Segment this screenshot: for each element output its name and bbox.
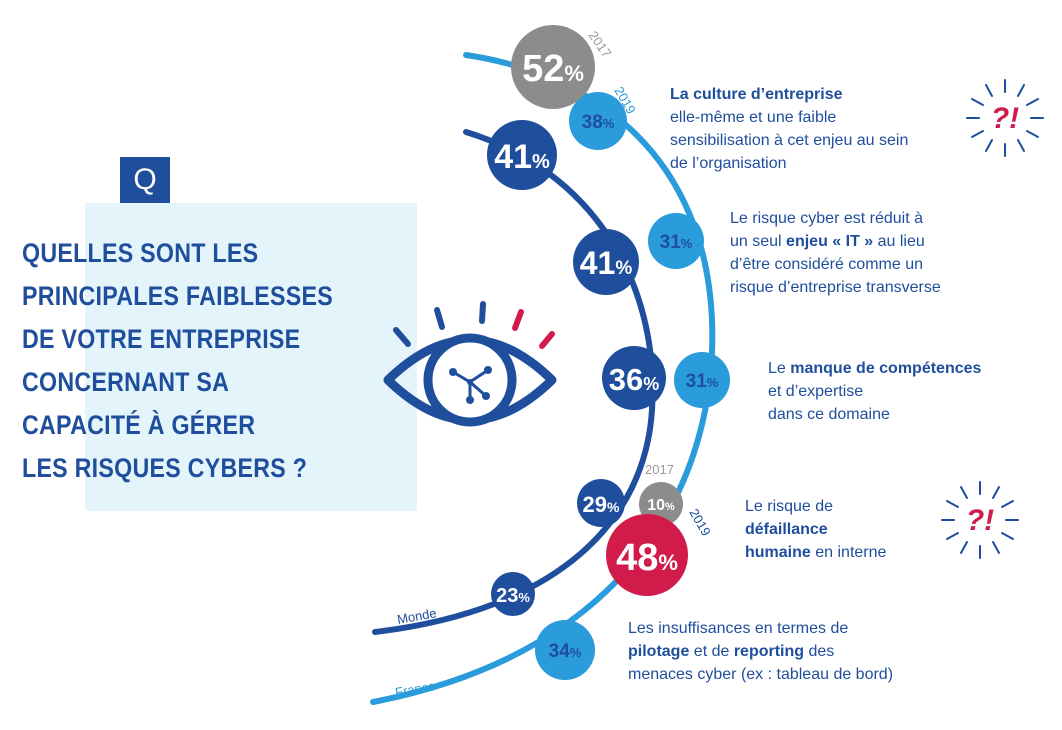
svg-text:?!: ?!: [991, 102, 1019, 135]
france-stat-1-2017-value: 52%: [522, 48, 584, 90]
item-label-4: Le risque de défaillance humaine en intern…: [745, 495, 945, 564]
label-emphasis: enjeu « IT »: [786, 233, 874, 250]
monde-stat-5-value: 23%: [496, 585, 530, 607]
label-text: en interne: [810, 544, 887, 561]
eye-network-icon: [383, 301, 557, 427]
year-label-2017-bottom: 2017: [645, 462, 674, 477]
france-stat-4-2017-value: 10%: [647, 497, 675, 514]
label-text: de l’organisation: [670, 155, 787, 172]
label-text: au lieu: [873, 233, 925, 250]
france-stat-3: 31%: [674, 352, 730, 408]
question-title: QUELLES SONT LES PRINCIPALES FAIBLESSES …: [22, 238, 334, 483]
monde-stat-3: 36%: [602, 346, 666, 410]
monde-stat-1: 41%: [487, 120, 557, 190]
label-text: sensibilisation à cet enjeu au sein: [670, 132, 909, 149]
monde-stat-2: 41%: [573, 229, 639, 295]
item-label-2: Le risque cyber est réduit à un seul enje…: [730, 207, 1030, 299]
year-label-2019-bottom: 2019: [686, 506, 713, 539]
france-stat-1-2017: 52%: [511, 25, 595, 109]
label-emphasis: pilotage: [628, 643, 690, 660]
france-stat-5-value: 34%: [549, 641, 582, 662]
france-stat-3-value: 31%: [686, 371, 719, 392]
monde-stat-1-value: 41%: [494, 138, 550, 176]
france-stat-1-2019: 38%: [569, 92, 627, 150]
label-text: dans ce domaine: [768, 406, 890, 423]
question-badge: Q: [120, 157, 170, 203]
label-text: et d’expertise: [768, 383, 864, 400]
item-label-5: Les insuffisances en termes de pilotage e…: [628, 617, 958, 686]
label-text: un seul: [730, 233, 787, 250]
label-text: et de: [689, 643, 734, 660]
monde-stat-4-value: 29%: [583, 492, 620, 517]
monde-label: Monde: [396, 605, 438, 627]
question-panel-background: [85, 203, 417, 511]
france-stat-4-2019: 48%: [606, 514, 688, 596]
label-emphasis: reporting: [733, 643, 805, 660]
label-emphasis: défaillance: [745, 521, 828, 538]
warning-burst-icon-1: ?!: [966, 79, 1044, 157]
monde-stat-3-value: 36%: [609, 362, 660, 397]
label-text: d’être considéré comme un: [730, 256, 923, 273]
label-text: Le: [768, 360, 791, 377]
label-text: elle-même et une faible: [670, 109, 837, 126]
label-text: menaces cyber (ex : tableau de bord): [628, 666, 894, 683]
label-text: Le risque cyber est réduit à: [730, 210, 923, 227]
label-text: Les insuffisances en termes de: [628, 620, 849, 637]
monde-stat-5: 23%: [491, 572, 535, 616]
label-text: des: [804, 643, 835, 660]
france-stat-4-2019-value: 48%: [616, 537, 678, 579]
monde-stat-4: 29%: [577, 479, 625, 527]
france-stat-2: 31%: [648, 213, 704, 269]
label-text: risque d’entreprise transverse: [730, 279, 941, 296]
france-stat-2-value: 31%: [660, 232, 693, 253]
monde-stat-2-value: 41%: [580, 245, 633, 281]
warning-burst-icon-2: ?!: [941, 481, 1019, 559]
france-label: France: [394, 678, 436, 700]
svg-text:?!: ?!: [966, 504, 994, 537]
label-emphasis: La culture d’entreprise: [670, 86, 843, 103]
france-stat-5: 34%: [535, 620, 595, 680]
label-text: Le risque de: [745, 498, 834, 515]
france-stat-1-2019-value: 38%: [582, 112, 615, 133]
item-label-1: La culture d’entreprise elle-même et une …: [670, 83, 970, 175]
label-emphasis: manque de compétences: [790, 360, 982, 377]
label-emphasis: humaine: [745, 544, 811, 561]
item-label-3: Le manque de compétences et d’expertise da…: [768, 357, 1048, 426]
